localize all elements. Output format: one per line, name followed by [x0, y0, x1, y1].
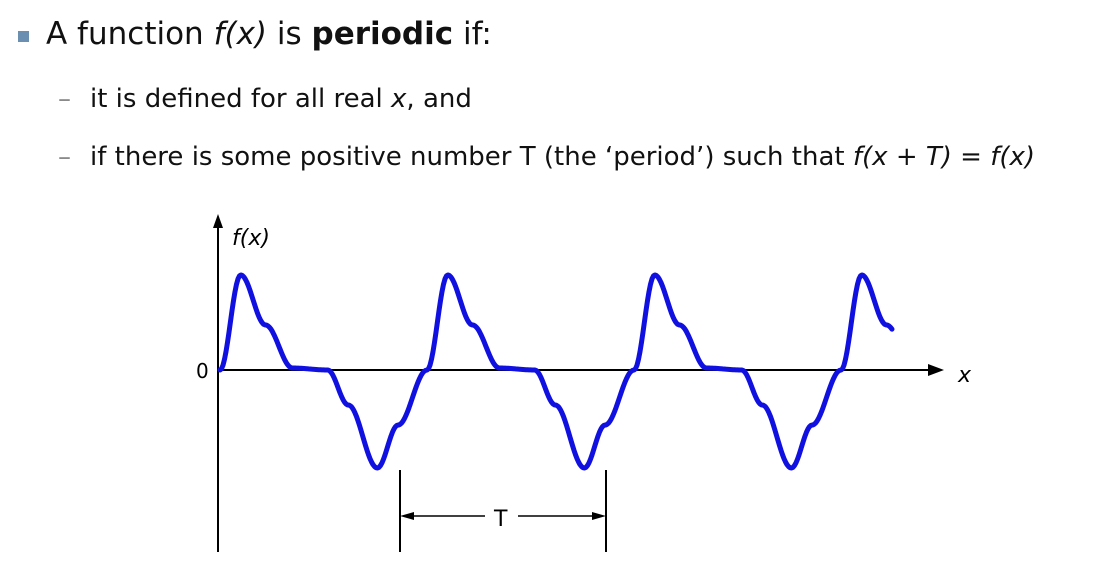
- condition-2-lhs: f(x + T): [852, 142, 952, 172]
- y-axis-label: f(x): [232, 226, 270, 251]
- condition-2-eq: =: [951, 142, 991, 172]
- if-text: if:: [453, 16, 492, 52]
- condition-2: – if there is some positive number T (the…: [58, 142, 1035, 172]
- dash-marker: –: [58, 142, 71, 172]
- periodic-curve: [217, 272, 895, 471]
- periodic-term: periodic: [311, 16, 454, 52]
- condition-1: – it is defined for all real x, and: [58, 84, 472, 114]
- condition-2-rhs: f(x): [990, 142, 1036, 172]
- period-arrowhead-left: [400, 512, 414, 520]
- condition-1-tail: , and: [406, 84, 472, 114]
- x-axis-label: x: [957, 363, 972, 388]
- period-label: T: [493, 507, 508, 532]
- condition-1-var: x: [391, 84, 407, 114]
- intro-text: A function: [46, 16, 214, 52]
- period-arrowhead-right: [592, 512, 606, 520]
- condition-1-text: it is defined for all real: [90, 84, 392, 114]
- x-axis-arrowhead: [928, 364, 944, 376]
- condition-2-text: if there is some positive number T (the …: [90, 142, 853, 172]
- is-text: is: [267, 16, 312, 52]
- fx-text: f(x): [213, 16, 268, 52]
- bullet-marker: [18, 31, 29, 42]
- dash-marker: –: [58, 84, 71, 114]
- origin-label: 0: [196, 359, 209, 383]
- definition-line: A function f(x) is periodic if:: [46, 16, 492, 52]
- y-axis-arrowhead: [213, 214, 223, 228]
